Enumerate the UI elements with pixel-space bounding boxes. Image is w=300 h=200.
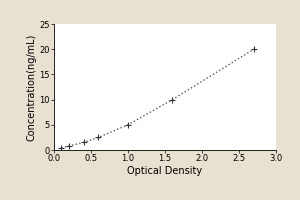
- Y-axis label: Concentration(ng/mL): Concentration(ng/mL): [27, 33, 37, 141]
- X-axis label: Optical Density: Optical Density: [128, 166, 202, 176]
